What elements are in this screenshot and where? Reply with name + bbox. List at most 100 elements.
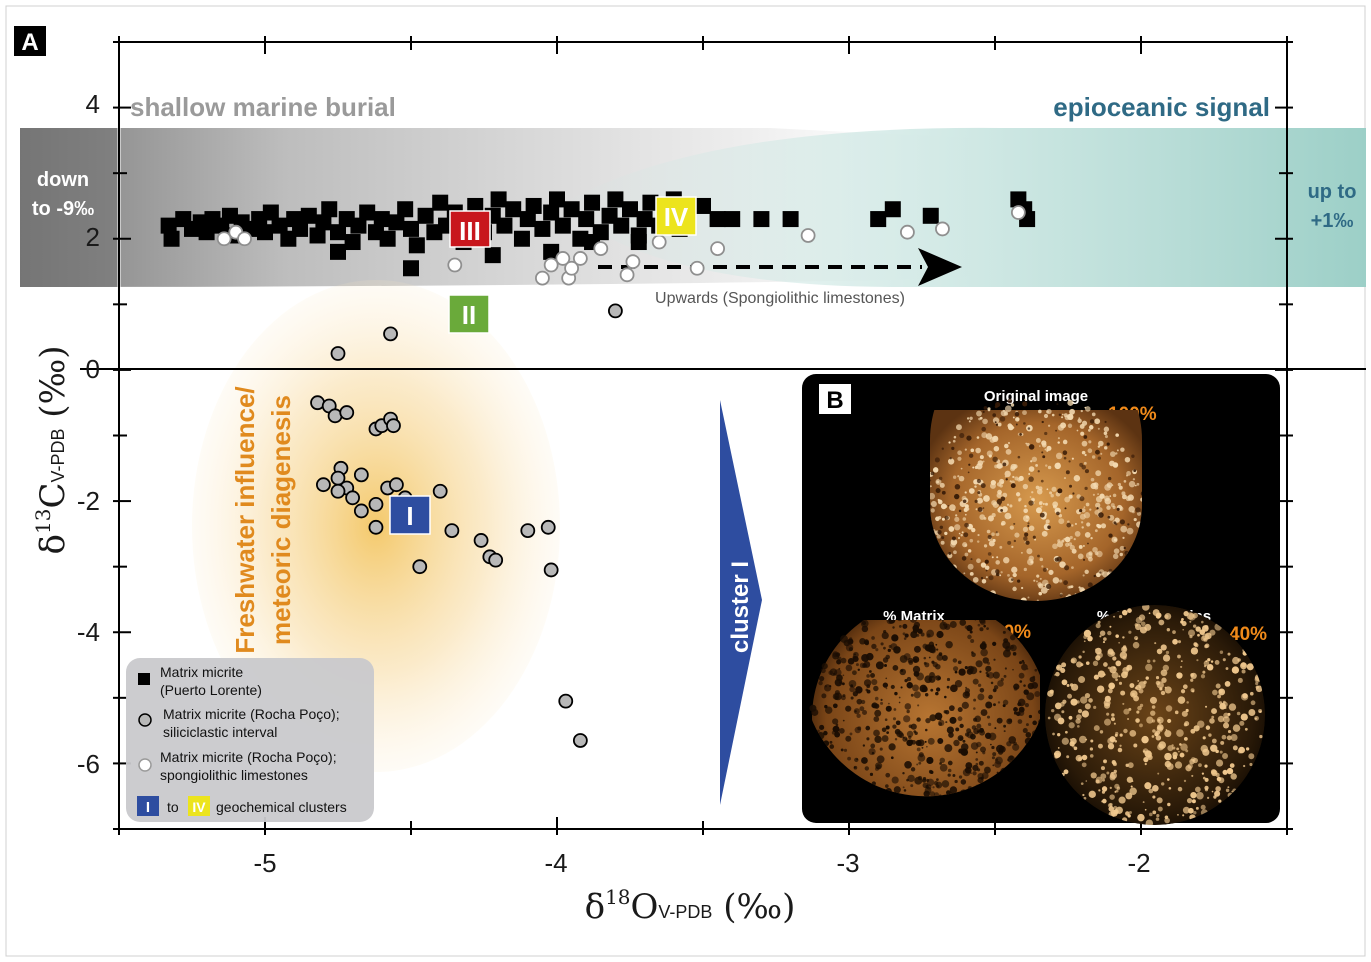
- texture-grain: [960, 779, 967, 785]
- data-point-grey-circle: [520, 523, 536, 538]
- texture-grain: [1125, 763, 1129, 767]
- texture-grain: [990, 480, 997, 486]
- texture-grain: [960, 467, 963, 470]
- texture-grain: [963, 572, 966, 575]
- texture-grain: [920, 632, 925, 637]
- texture-grain: [1002, 704, 1006, 708]
- texture-grain: [819, 675, 825, 682]
- data-point-grey-circle: [444, 523, 460, 538]
- texture-grain: [1201, 620, 1204, 624]
- texture-grain: [1004, 475, 1007, 478]
- texture-grain: [854, 757, 859, 763]
- texture-grain: [1084, 486, 1088, 491]
- texture-grain: [1109, 451, 1116, 457]
- texture-grain: [990, 743, 992, 746]
- texture-grain: [1112, 553, 1119, 560]
- texture-grain: [979, 670, 982, 673]
- texture-grain: [946, 677, 951, 682]
- texture-grain: [1211, 790, 1214, 793]
- texture-grain: [1071, 524, 1074, 527]
- texture-grain: [873, 685, 879, 692]
- texture-grain: [992, 413, 997, 417]
- data-point-square: [884, 201, 901, 218]
- texture-grain: [863, 679, 872, 687]
- texture-grain: [995, 401, 1001, 408]
- texture-grain: [874, 766, 879, 771]
- texture-grain: [1077, 418, 1082, 423]
- texture-grain: [932, 786, 935, 789]
- texture-grain: [1062, 439, 1068, 445]
- texture-grain: [1060, 667, 1066, 673]
- texture-grain: [1023, 536, 1028, 541]
- texture-grain: [1149, 696, 1158, 704]
- texture-grain: [972, 678, 979, 685]
- texture-grain: [1126, 471, 1131, 476]
- texture-grain: [1012, 652, 1017, 656]
- texture-grain: [1039, 577, 1042, 580]
- texture-grain: [1043, 413, 1049, 419]
- texture-grain: [1034, 668, 1038, 672]
- panel-label-a-box: [14, 26, 46, 56]
- texture-grain: [1132, 510, 1135, 514]
- texture-grain: [1096, 523, 1100, 528]
- texture-grain: [1149, 812, 1153, 817]
- texture-grain: [954, 680, 963, 688]
- texture-grain: [1128, 630, 1132, 634]
- texture-grain: [982, 410, 985, 413]
- texture-grain: [1172, 630, 1176, 634]
- texture-grain: [852, 691, 858, 697]
- texture-grain: [866, 689, 871, 694]
- texture-grain: [968, 420, 971, 423]
- texture-grain: [881, 735, 889, 742]
- data-point-grey-circle: [412, 559, 428, 575]
- texture-grain: [1130, 690, 1138, 698]
- texture-grain: [1000, 508, 1004, 512]
- texture-grain: [987, 552, 992, 556]
- texture-grain: [1063, 477, 1067, 480]
- texture-grain: [1056, 511, 1060, 516]
- texture-grain: [1161, 782, 1165, 786]
- texture-grain: [1152, 810, 1157, 815]
- texture-grain: [975, 758, 979, 761]
- texture-grain: [1123, 708, 1130, 715]
- texture-grain: [962, 691, 970, 699]
- data-point-square: [636, 211, 653, 228]
- texture-grain: [1077, 709, 1083, 714]
- texture-grain: [1112, 656, 1117, 661]
- texture-grain: [1097, 427, 1100, 430]
- texture-grain: [1240, 662, 1248, 670]
- texture-grain: [861, 699, 866, 705]
- texture-grain: [958, 748, 964, 754]
- texture-grain: [1100, 523, 1107, 529]
- texture-grain: [1164, 730, 1172, 738]
- texture-grain: [929, 791, 936, 797]
- data-point-square: [554, 217, 571, 234]
- texture-grain: [1202, 736, 1206, 740]
- texture-grain: [991, 756, 995, 760]
- texture-grain: [1202, 633, 1210, 641]
- quartz-image: [1045, 605, 1265, 825]
- texture-grain: [1165, 705, 1173, 712]
- texture-grain: [1062, 699, 1067, 704]
- texture-grain: [1023, 567, 1027, 572]
- texture-grain: [1059, 579, 1063, 583]
- data-point-square: [513, 230, 530, 247]
- texture-grain: [1110, 651, 1116, 657]
- texture-grain: [1104, 420, 1107, 424]
- texture-grain: [926, 745, 928, 748]
- texture-grain: [913, 730, 917, 734]
- svg-text:III: III: [459, 216, 481, 246]
- texture-grain: [1018, 672, 1025, 679]
- texture-grain: [996, 556, 999, 559]
- texture-grain: [904, 703, 912, 710]
- texture-grain: [1037, 509, 1040, 511]
- texture-grain: [1068, 494, 1073, 499]
- texture-grain: [1037, 709, 1040, 715]
- texture-grain: [1133, 469, 1137, 473]
- texture-grain: [1026, 442, 1030, 447]
- texture-grain: [1005, 478, 1008, 481]
- texture-grain: [885, 677, 888, 680]
- texture-grain: [1118, 506, 1124, 512]
- texture-grain: [1063, 456, 1067, 460]
- texture-grain: [1051, 708, 1055, 713]
